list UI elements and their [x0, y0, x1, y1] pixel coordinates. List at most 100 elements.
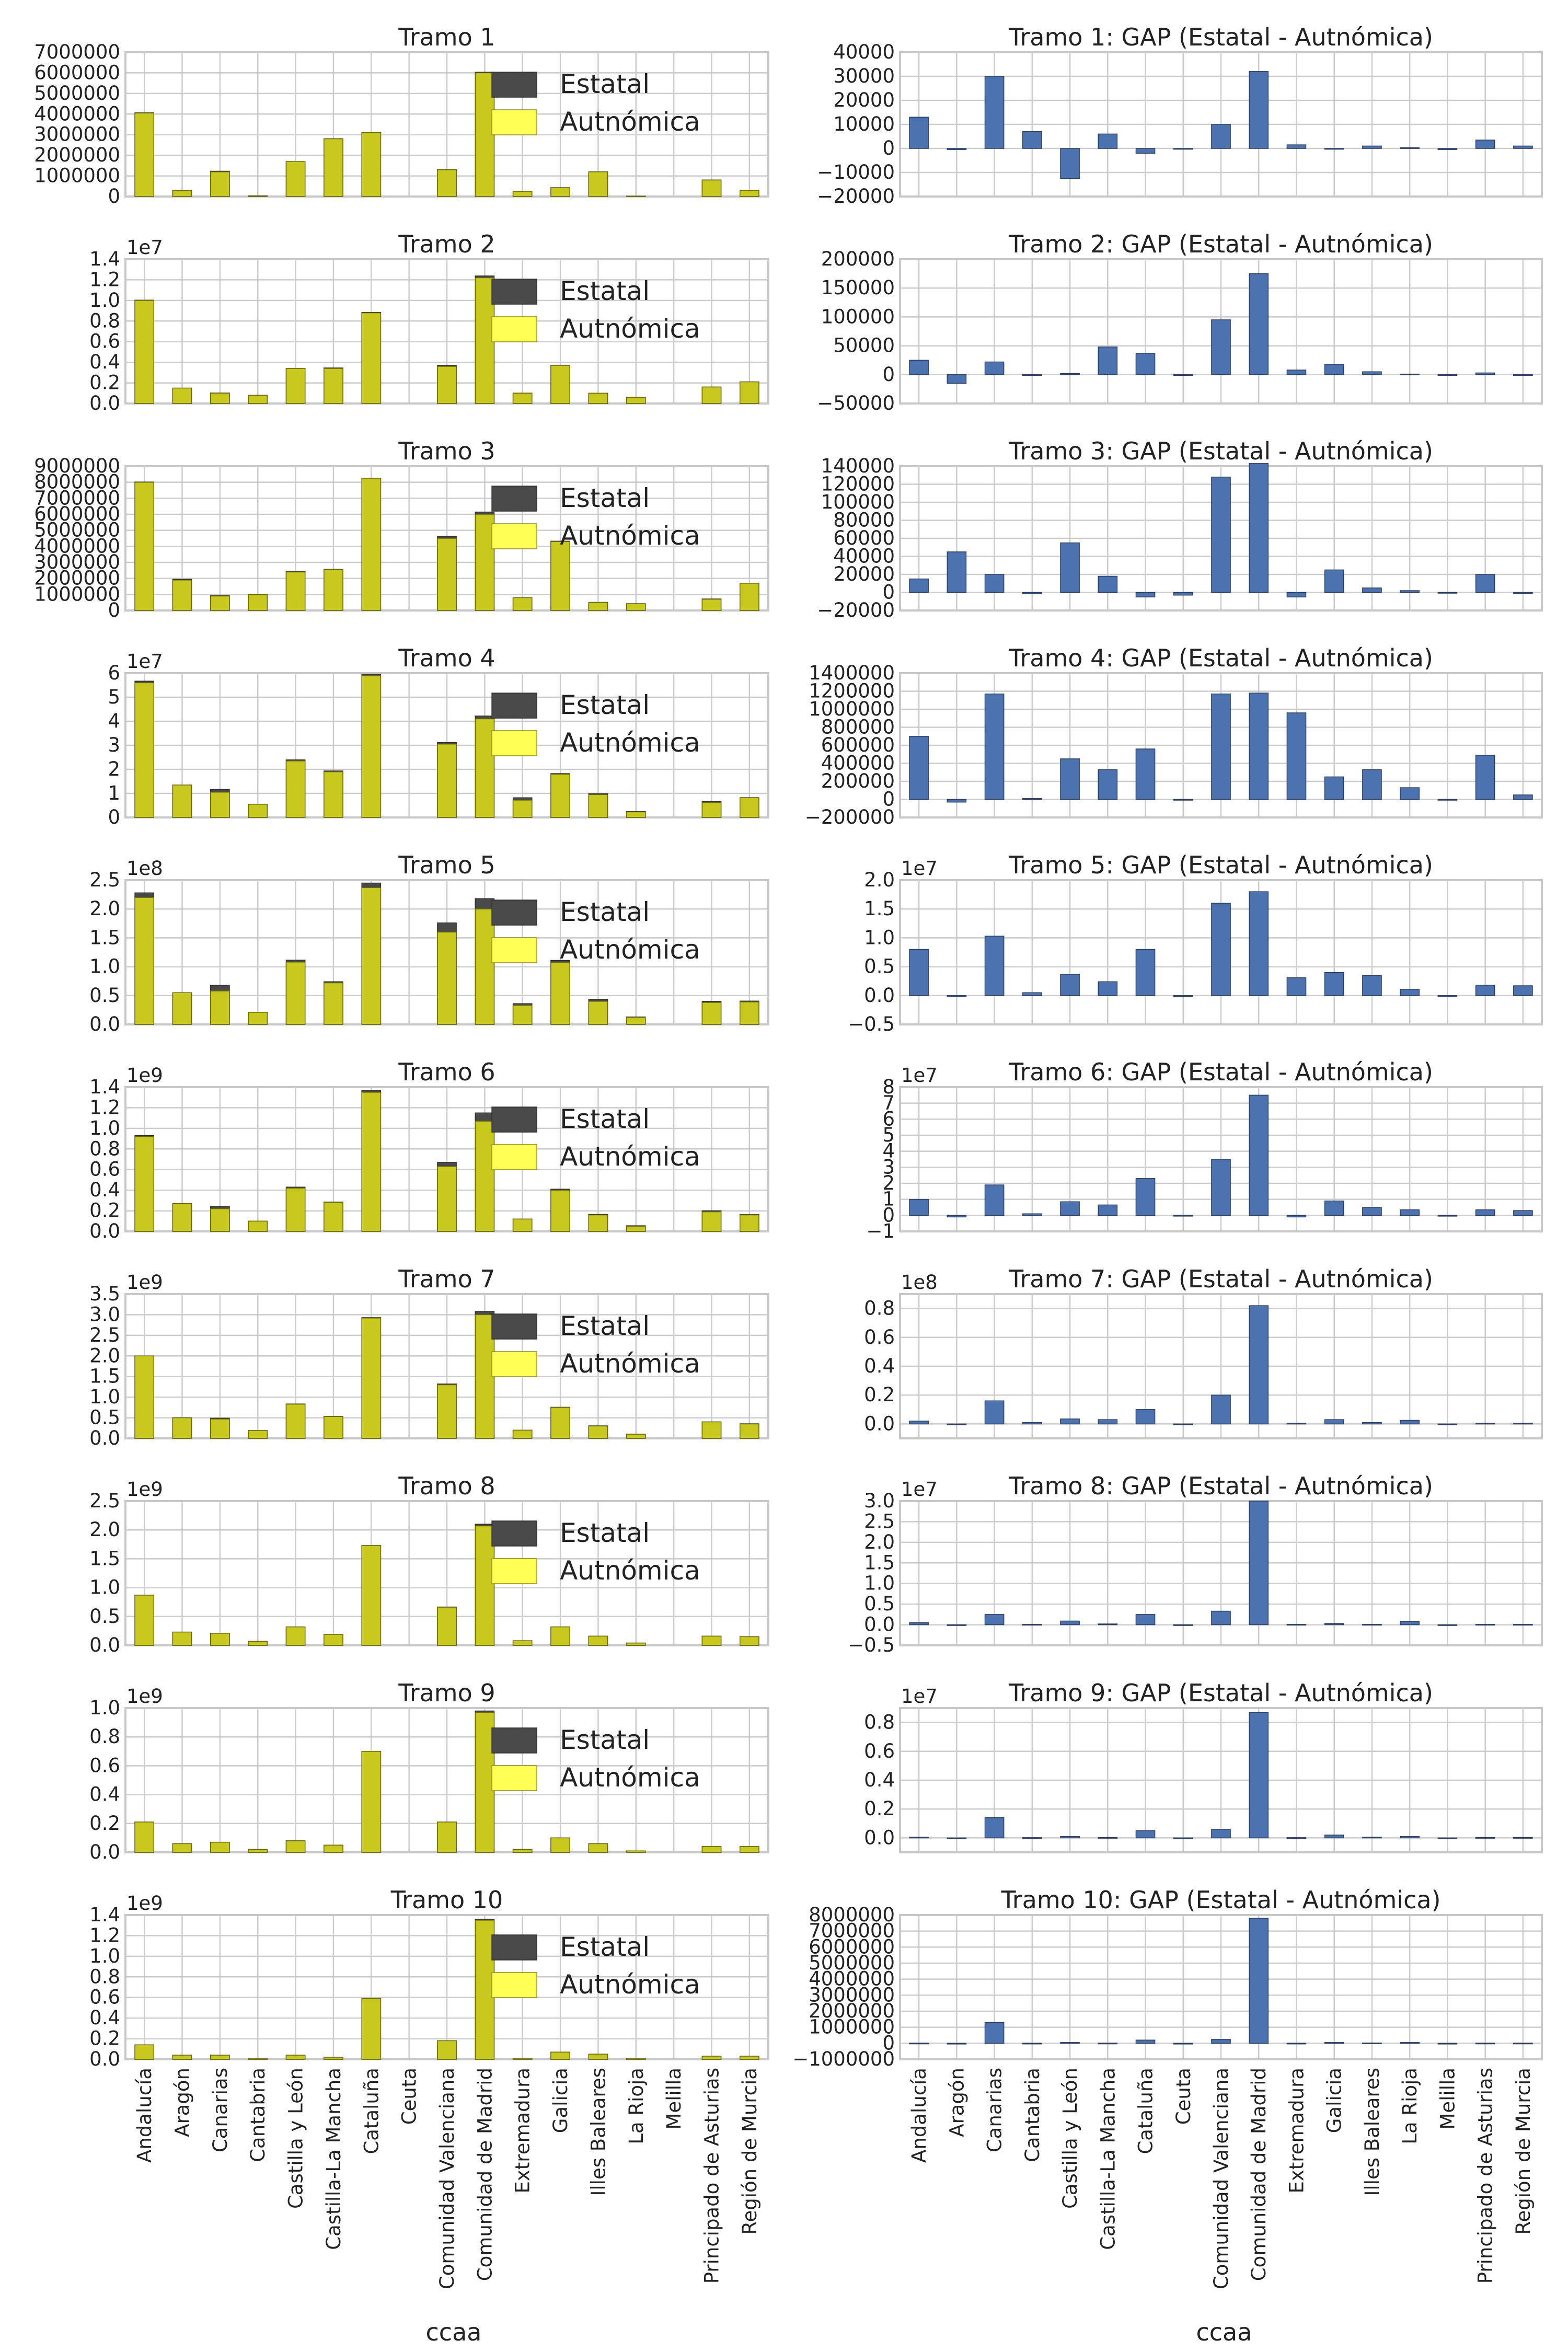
bar-gap [1249, 1918, 1269, 2044]
y-tick-label: 3000000 [34, 123, 120, 146]
y-tick-label: 4000000 [809, 1968, 895, 1990]
bar-autonomica [285, 1403, 306, 1439]
y-tick-label: 6 [882, 1108, 895, 1130]
bar-autonomica [588, 1214, 608, 1232]
bar-autonomica [134, 1355, 155, 1439]
bar-autonomica [512, 1849, 533, 1853]
x-tick-label: Región de Murcia [739, 2068, 761, 2235]
bar-gap [1211, 2038, 1231, 2044]
y-tick-label: 1.0 [89, 1117, 120, 1139]
bar-autonomica [324, 982, 343, 1025]
bar-autonomica [134, 300, 155, 404]
bar-gap [1475, 2043, 1495, 2045]
bar-autonomica [701, 1635, 722, 1646]
y-tick-label: 150000 [821, 276, 895, 299]
bar-gap [1060, 1620, 1080, 1625]
bar-gap [1324, 1623, 1344, 1625]
bar-gap [1211, 1394, 1231, 1425]
bar-gap [1135, 592, 1156, 597]
legend-swatch-autonomica [491, 730, 537, 756]
x-tick-label: Comunidad Valenciana [1210, 2068, 1232, 2289]
bar-gap [984, 1614, 1005, 1625]
bar-gap [1098, 1419, 1118, 1425]
bar-autonomica [324, 1844, 343, 1853]
y-tick-label: 0.2 [89, 1200, 120, 1222]
x-tick-label: Melilla [1436, 2068, 1459, 2129]
y-tick-label: −20000 [817, 599, 895, 621]
chart-title: Tramo 4: GAP (Estatal - Autnómica) [1008, 644, 1433, 672]
legend-swatch-autonomica [491, 937, 537, 963]
bar-gap [1060, 1201, 1080, 1216]
y-tick-label: 1.0 [864, 926, 895, 949]
bar-gap [1362, 1624, 1382, 1626]
bar-gap [984, 76, 1005, 149]
y-tick-label: 7000000 [34, 41, 120, 63]
y-tick-label: 8000000 [809, 1904, 895, 1926]
bar-autonomica [248, 195, 268, 197]
legend-swatch-estatal [491, 279, 537, 305]
bar-autonomica [701, 1002, 722, 1025]
chart-title: Tramo 7: GAP (Estatal - Autnómica) [1008, 1265, 1433, 1293]
legend-swatch-autonomica [491, 1351, 537, 1377]
bar-gap [1400, 988, 1420, 996]
chart-title: Tramo 7 [398, 1265, 495, 1293]
legend-swatch-autonomica [491, 316, 537, 342]
bar-gap [1286, 144, 1307, 149]
legend-swatch-autonomica [491, 109, 537, 135]
bar-gap [1400, 1420, 1420, 1425]
y-tick-label: 1.5 [89, 926, 120, 949]
bar-gap [1362, 1207, 1382, 1216]
bar-autonomica [739, 381, 759, 404]
bar-autonomica [550, 541, 570, 611]
x-tick-label: Cataluña [1135, 2068, 1157, 2154]
bar-gap [1022, 592, 1042, 594]
y-tick-label: 6000000 [34, 503, 120, 525]
bar-gap [909, 360, 929, 375]
y-tick-label: 0 [882, 363, 895, 386]
bar-autonomica [512, 393, 533, 404]
bar-autonomica [475, 908, 495, 1025]
y-tick-label: 7 [882, 1092, 895, 1114]
bar-gap [909, 1837, 929, 1839]
y-tick-label: 5000000 [809, 1952, 895, 1974]
y-tick-label: 0.5 [89, 1605, 120, 1628]
bar-autonomica [172, 992, 192, 1025]
bar-gap [1135, 353, 1156, 375]
bar-autonomica [210, 2055, 230, 2060]
bar-gap [1513, 1423, 1533, 1425]
chart-tramo-10: 0.00.20.40.60.81.01.21.4 Tramo 10 1e9 Estat… [89, 1886, 769, 2289]
bar-gap [1060, 2042, 1080, 2044]
y-tick-label: 0.8 [864, 1711, 895, 1734]
x-tick-label: Extremadura [512, 2068, 534, 2193]
axis-multiplier: 1e8 [126, 857, 163, 880]
bar-autonomica [361, 1092, 382, 1232]
y-tick-label: 0.2 [89, 2027, 120, 2050]
bar-gap [947, 799, 967, 803]
bar-autonomica [324, 1202, 343, 1232]
bar-autonomica [361, 1545, 382, 1646]
bar-gap [1249, 273, 1269, 375]
bar-autonomica [324, 771, 343, 818]
legend-label-autonomica: Autnómica [560, 935, 700, 965]
bar-autonomica [172, 785, 192, 818]
bar-gap [1513, 2043, 1533, 2045]
y-tick-label: 3.5 [89, 1283, 120, 1305]
chart-tramo-8: 0.0 0.5 1.0 1.5 2.0 2.5 Tramo 8 1e9 Estatal Autnó… [89, 1472, 769, 1656]
y-tick-label: 0.5 [864, 1593, 895, 1615]
bar-gap [909, 949, 929, 996]
bar-gap [1211, 124, 1231, 149]
y-tick-label: 0.0 [89, 1220, 120, 1242]
legend-label-estatal: Estatal [560, 690, 650, 720]
bar-autonomica [210, 990, 230, 1025]
x-tick-label: Cantabria [247, 2068, 269, 2162]
bar-gap [1400, 1621, 1420, 1625]
bar-autonomica [210, 393, 230, 404]
bar-gap [1286, 370, 1307, 375]
y-tick-label: 50000 [833, 335, 895, 357]
y-tick-label: 1000000 [34, 165, 120, 187]
legend-swatch-autonomica [491, 1765, 537, 1791]
bar-gap [1173, 148, 1193, 150]
bar-autonomica [210, 1841, 230, 1853]
y-tick-label: 2.5 [89, 869, 120, 891]
y-tick-label: 2 [108, 758, 120, 780]
